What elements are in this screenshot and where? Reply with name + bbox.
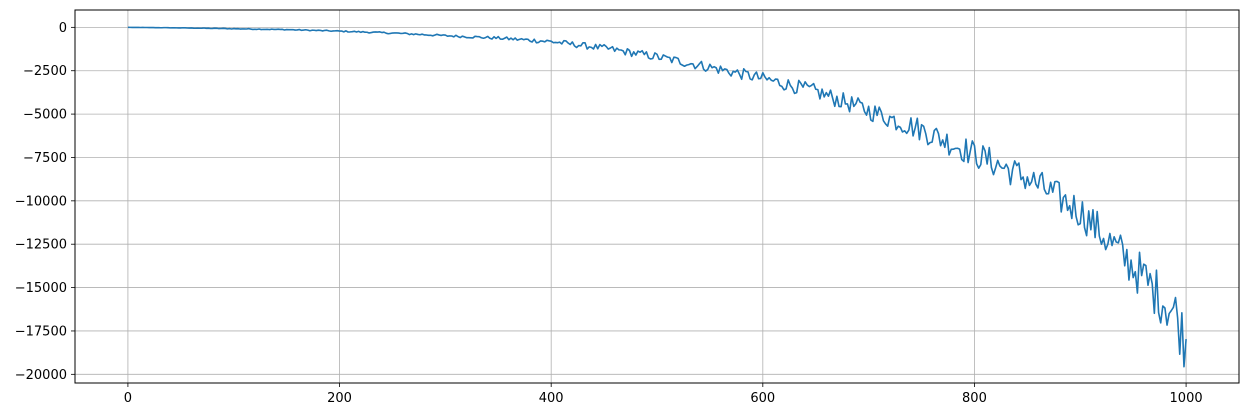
- y-tick-label: 0: [59, 21, 67, 36]
- x-tick-label: 800: [962, 391, 987, 406]
- x-tick-label: 1000: [1170, 391, 1203, 406]
- tick-layer: 0 200 400 600 800 1000 0 −2500 −5000 −7500 −10000 −…: [15, 21, 1203, 406]
- y-tick-label: −15000: [15, 281, 67, 296]
- y-tick-label: −12500: [15, 238, 67, 253]
- y-tick-label: −20000: [15, 368, 67, 383]
- series-line: [127, 26, 1187, 368]
- x-tick-label: 0: [124, 391, 132, 406]
- y-tick-label: −5000: [23, 108, 67, 123]
- y-tick-label: −7500: [23, 151, 67, 166]
- y-tick-label: −2500: [23, 64, 67, 79]
- x-tick-label: 600: [750, 391, 775, 406]
- y-tick-label: −17500: [15, 324, 67, 339]
- x-tick-label: 200: [327, 391, 352, 406]
- plot-frame: [74, 9, 1240, 384]
- grid: [75, 10, 1239, 383]
- series-layer: [127, 26, 1187, 368]
- y-tick-label: −10000: [15, 194, 67, 209]
- x-tick-label: 400: [539, 391, 564, 406]
